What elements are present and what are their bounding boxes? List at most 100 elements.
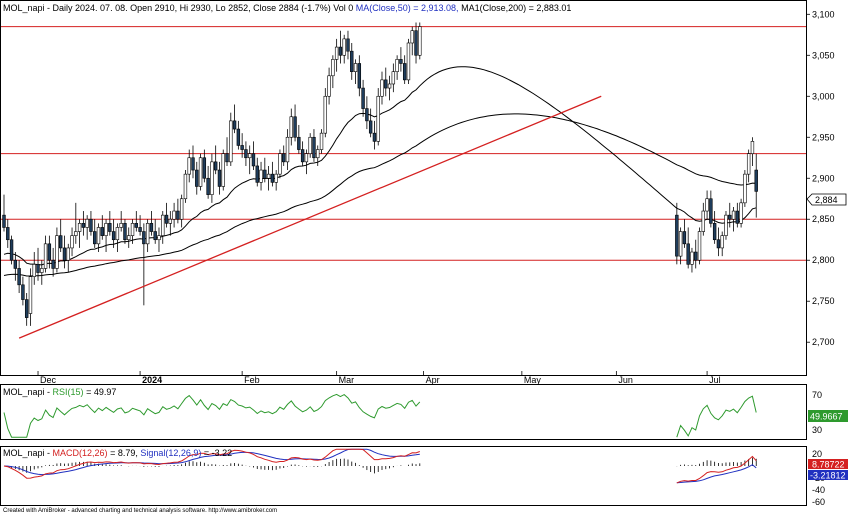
candle-body [724, 214, 728, 236]
candle-body [2, 214, 6, 228]
candle-body [119, 223, 123, 228]
candle-body [735, 210, 740, 224]
candle-body [731, 210, 736, 220]
candle-body [217, 169, 222, 187]
candle-body [327, 75, 331, 97]
candle-body [678, 231, 683, 257]
candle-body [51, 259, 55, 269]
svg-text:49.9667: 49.9667 [810, 412, 843, 422]
candle-body [179, 198, 184, 220]
rsi-series: 70 30 [3, 390, 822, 438]
candle-body [89, 218, 93, 232]
candle-body [195, 169, 199, 187]
candle-body [232, 120, 237, 130]
x-tick-label: Feb [244, 375, 260, 385]
candle-body [263, 169, 267, 179]
candle-body [244, 149, 248, 159]
x-tick-label: Mar [339, 375, 355, 385]
candle-body [183, 173, 188, 200]
svg-text:8.78722: 8.78722 [812, 460, 845, 470]
candle-body [289, 116, 293, 138]
candle-body [750, 141, 755, 154]
candle-body [418, 26, 422, 56]
candle-body [236, 128, 241, 146]
candle-body [697, 231, 702, 261]
rsi-tick-label: 70 [812, 390, 822, 400]
candle-body [342, 38, 346, 56]
candle-body [372, 132, 377, 142]
candle-body [410, 30, 414, 44]
candlesticks [2, 22, 758, 326]
candle-body [251, 153, 256, 167]
candle-body [123, 223, 127, 241]
macd-tick-label: -40 [812, 485, 825, 495]
candle-body [100, 227, 104, 236]
moving-averages [3, 66, 757, 277]
candle-body [43, 243, 48, 269]
candle-body [705, 198, 709, 212]
candle-body [682, 231, 687, 245]
candle-body [104, 223, 108, 236]
candle-body [675, 214, 679, 257]
candle-body [47, 243, 52, 261]
candle-body [712, 223, 717, 241]
candle-body [293, 116, 297, 138]
candle-body [153, 231, 157, 241]
candle-body [323, 95, 327, 134]
candle-body [96, 227, 101, 245]
candle-body [145, 223, 150, 245]
candle-body [58, 235, 63, 249]
candle-body [93, 231, 97, 245]
candle-body [202, 157, 207, 179]
candle-body [176, 210, 180, 220]
candle-body [312, 136, 316, 159]
candle-body [206, 177, 210, 195]
candle-body [316, 149, 320, 159]
y-tick-label: 3,100 [812, 9, 835, 19]
candle-body [255, 165, 259, 183]
x-tick-label: Jul [709, 375, 721, 385]
candle-body [21, 284, 25, 300]
candle-body [297, 136, 301, 150]
rsi-tag: 49.9667 [808, 410, 848, 422]
candle-body [406, 42, 411, 81]
macd-series: 20-20-40-60 [3, 448, 825, 507]
price-pane-frame [0, 0, 807, 376]
y-tick-label: 2,950 [812, 132, 835, 142]
candle-body [187, 157, 191, 175]
candle-body [74, 231, 78, 236]
candle-body [278, 153, 282, 175]
candle-body [221, 153, 225, 187]
x-tick-label: Jun [618, 375, 633, 385]
macd-tick-label: 20 [812, 449, 822, 459]
candle-body [77, 223, 82, 232]
y-tick-label: 2,750 [812, 296, 835, 306]
macd-tick-label: -60 [812, 497, 825, 507]
candle-body [240, 145, 244, 150]
candle-body [308, 136, 312, 154]
candle-body [138, 227, 142, 232]
candle-body [66, 247, 70, 261]
candle-body [55, 235, 59, 269]
candle-body [127, 235, 131, 241]
candle-body [17, 268, 21, 286]
candle-body [395, 59, 399, 72]
candle-body [134, 223, 138, 228]
candle-body [213, 161, 218, 171]
candle-body [40, 268, 44, 273]
trendline [18, 95, 602, 339]
macd-tag: 8.78722 [808, 459, 848, 470]
candle-body [248, 153, 252, 159]
candle-body [70, 235, 74, 249]
candle-body [701, 210, 706, 232]
candle-body [346, 38, 350, 52]
x-tick-label: Dec [40, 375, 57, 385]
candle-body [32, 264, 36, 277]
signal-tag: -3.21812 [808, 470, 848, 481]
candle-body [24, 299, 29, 318]
rsi-pane-frame [0, 384, 807, 440]
candle-body [743, 173, 747, 204]
candle-body [319, 132, 324, 150]
candle-body [85, 218, 89, 228]
